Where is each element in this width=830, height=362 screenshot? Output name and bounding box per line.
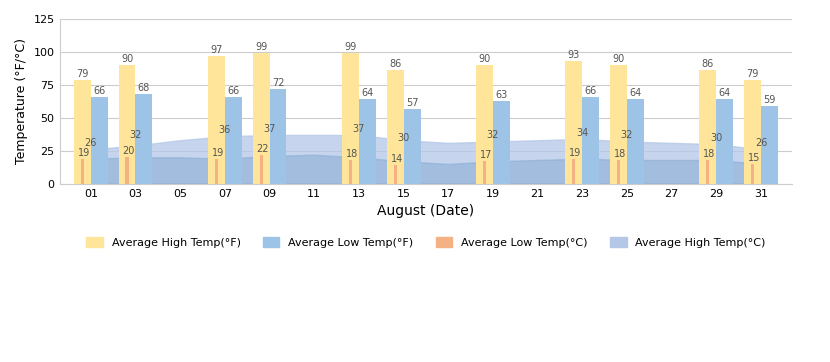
Text: 18: 18 [614, 149, 626, 159]
Text: 18: 18 [346, 149, 358, 159]
Text: 17: 17 [480, 150, 492, 160]
Bar [761, 106, 778, 184]
Legend: Average High Temp(°F), Average Low Temp(°F), Average Low Temp(°C), Average High : Average High Temp(°F), Average Low Temp(… [81, 232, 770, 252]
Text: 14: 14 [390, 154, 403, 164]
Text: 32: 32 [129, 130, 142, 140]
Y-axis label: Temperature (°F/°C): Temperature (°F/°C) [15, 38, 28, 164]
Text: 68: 68 [138, 83, 150, 93]
Text: 32: 32 [486, 130, 499, 140]
Bar [627, 99, 644, 184]
Bar [716, 99, 733, 184]
Text: 26: 26 [85, 138, 97, 148]
Text: 57: 57 [406, 97, 418, 108]
Text: 72: 72 [271, 78, 284, 88]
Text: 93: 93 [568, 50, 580, 60]
Text: 22: 22 [256, 144, 269, 153]
Text: 90: 90 [478, 54, 491, 64]
Bar [617, 160, 620, 184]
Bar [403, 109, 421, 184]
Text: 63: 63 [496, 90, 507, 100]
Bar [744, 80, 761, 184]
Text: 32: 32 [621, 130, 633, 140]
Bar [270, 89, 286, 184]
Bar [119, 65, 135, 184]
Text: 19: 19 [78, 148, 90, 157]
Bar [493, 101, 510, 184]
Text: 34: 34 [576, 128, 588, 138]
Bar [483, 161, 486, 184]
Text: 59: 59 [764, 95, 776, 105]
Text: 66: 66 [584, 86, 597, 96]
Text: 30: 30 [398, 133, 410, 143]
Text: 64: 64 [361, 88, 374, 98]
Text: 37: 37 [263, 124, 276, 134]
Text: 37: 37 [353, 124, 365, 134]
Bar [751, 164, 754, 184]
Bar [125, 157, 129, 184]
Bar [208, 56, 225, 184]
Bar [476, 65, 493, 184]
Bar [700, 70, 716, 184]
Bar [359, 99, 376, 184]
Bar [260, 155, 262, 184]
Text: 66: 66 [227, 86, 240, 96]
Bar [565, 61, 583, 184]
Text: 90: 90 [613, 54, 624, 64]
Bar [393, 165, 397, 184]
Text: 66: 66 [93, 86, 105, 96]
Bar [74, 80, 90, 184]
X-axis label: August (Date): August (Date) [378, 204, 475, 218]
Bar [610, 65, 627, 184]
Text: 97: 97 [210, 45, 222, 55]
Text: 19: 19 [212, 148, 224, 157]
Text: 86: 86 [389, 59, 401, 70]
Bar [225, 97, 242, 184]
Text: 20: 20 [122, 146, 134, 156]
Text: 79: 79 [76, 68, 89, 79]
Text: 30: 30 [710, 133, 722, 143]
Bar [706, 160, 710, 184]
Text: 19: 19 [569, 148, 582, 157]
Text: 79: 79 [746, 68, 759, 79]
Text: 86: 86 [701, 59, 714, 70]
Bar [252, 53, 270, 184]
Bar [342, 53, 359, 184]
Text: 26: 26 [754, 138, 767, 148]
Text: 36: 36 [219, 125, 231, 135]
Bar [81, 159, 84, 184]
Text: 18: 18 [703, 149, 715, 159]
Bar [215, 159, 218, 184]
Bar [583, 97, 599, 184]
Bar [387, 70, 403, 184]
Text: 64: 64 [629, 88, 642, 98]
Bar [135, 94, 153, 184]
Text: 99: 99 [344, 42, 357, 52]
Bar [349, 160, 352, 184]
Text: 99: 99 [255, 42, 267, 52]
Text: 15: 15 [748, 153, 760, 163]
Bar [572, 159, 575, 184]
Text: 64: 64 [719, 88, 731, 98]
Text: 90: 90 [121, 54, 133, 64]
Bar [90, 97, 108, 184]
